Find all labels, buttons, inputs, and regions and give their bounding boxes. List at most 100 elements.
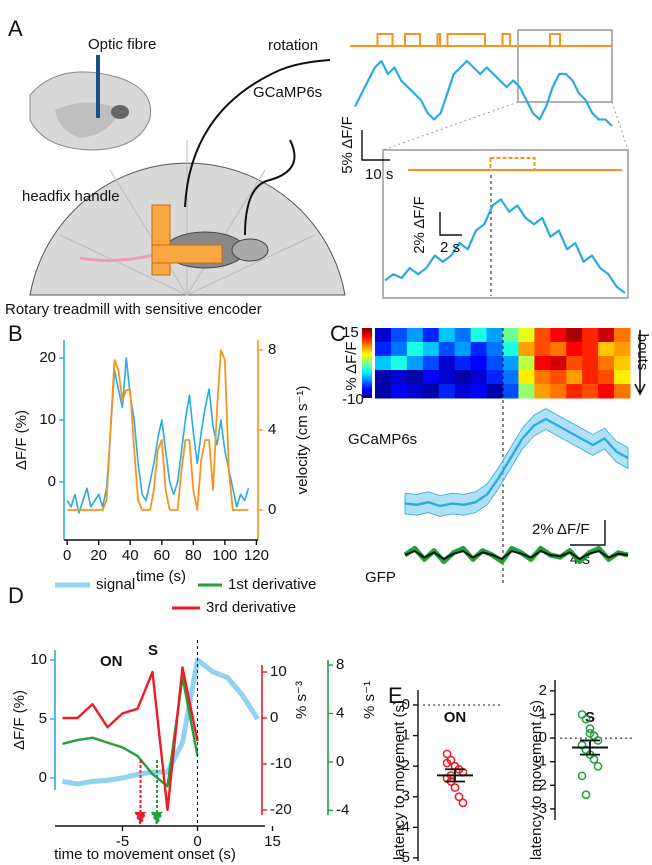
heatmap-cell [438,356,456,371]
y-tick-label: 4 [336,704,344,721]
signal-trace [62,657,260,787]
y-tick-label: 0 [268,501,276,518]
x-tick-label: 0 [193,833,201,850]
heatmap-cell [566,342,583,357]
data-point [454,792,464,802]
heatmap-cell [582,356,599,371]
gcamp-trace [354,59,613,127]
heatmap-cell [598,342,615,357]
heatmap-cell [486,342,503,357]
x-tick-label: 120 [244,547,269,564]
panel-label: A [8,16,23,41]
heatmap-cell [502,384,519,399]
heatmap-cell [502,370,519,385]
inset-trace [384,198,626,294]
y-tick-label: 4 [268,421,276,438]
d3-trace [62,666,199,812]
heatmap-cell [470,342,488,357]
y-tick-label: 0 [402,696,410,713]
y-tick-label: 5 [39,710,47,727]
sem-bar [580,739,600,756]
data-point [442,749,452,759]
heatmap-cell [486,384,503,399]
heatmap-cell [486,370,503,385]
heatmap-cell [375,342,392,357]
scale-bar [439,212,462,236]
label: 10 s [365,166,393,183]
heatmap-cell [614,356,631,371]
heatmap-cell [582,370,599,385]
label: % s⁻¹ [361,681,378,719]
heatmap-cell [438,342,456,357]
data-point [581,790,591,800]
heatmap-cell [375,384,392,399]
heatmap-cell [470,384,488,399]
label: time to movement onset (s) [54,846,236,863]
rotation-bout [501,33,511,47]
onset-arrow [151,760,163,827]
x-tick-label: 40 [122,547,139,564]
heatmap-cell [390,370,408,385]
heatmap-cell [614,370,631,385]
y-tick-label: -3 [534,800,547,817]
y-tick-label: -4 [397,818,410,835]
heatmap-cell [422,342,440,357]
heatmap-cell [550,370,567,385]
data-point [585,724,595,733]
scale-bar [570,520,606,546]
label: GCaMP6s [348,431,417,448]
panel-label: D [8,583,24,608]
heatmap-cell [582,384,599,399]
y-tick-label: -2 [397,757,410,774]
illustration [29,29,629,299]
heatmap-cell [422,384,440,399]
data-point [450,783,460,792]
heatmap-cell [470,370,488,385]
heatmap-cell [502,342,519,357]
data-point [577,771,587,781]
y-tick-label: -4 [336,801,349,818]
velocity-trace [67,349,249,511]
y-tick-label: 20 [39,349,56,366]
x-tick-label: 0 [63,547,71,564]
heatmap-cell [486,356,503,371]
heatmap-cell [438,328,456,343]
heatmap-cell [390,342,408,357]
y-tick-label: -3 [397,788,410,805]
label: % s⁻³ [293,681,310,719]
label: headfix handle [22,188,120,205]
data-point [581,714,591,724]
gfp-trace [404,550,629,560]
data-point [593,762,603,771]
heatmap-cell [550,328,567,343]
y-tick-label: 2 [539,682,547,699]
data-point [442,758,452,768]
heatmap-cell [518,384,535,399]
y-tick-label: 10 [270,663,287,680]
heatmap-cell [614,328,631,343]
y-tick-label: 0 [336,753,344,770]
label: S [148,642,158,659]
heatmap-cell [375,328,392,343]
heatmap-cell [454,328,472,343]
heatmap-cell [390,356,408,371]
y-tick-label: -5 [397,849,410,865]
legend-entry: 3rd derivative [206,599,296,616]
label: rotation [268,37,318,54]
data-point [589,754,599,764]
heatmap-cell [518,328,535,343]
heatmap-cell [375,356,392,371]
label: latency to movement (s) [391,700,408,860]
heatmap-cell [406,342,424,357]
label: bouts [634,334,651,371]
heatmap-cell [438,384,456,399]
dff-trace [66,357,250,514]
y-tick-label: 0 [539,729,547,746]
heatmap-cell [390,384,408,399]
x-tick-label: 20 [90,547,107,564]
y-tick-label: -1 [534,753,547,770]
heatmap-cell [550,384,567,399]
heatmap-cell [598,356,615,371]
heatmap-cell [422,328,440,343]
